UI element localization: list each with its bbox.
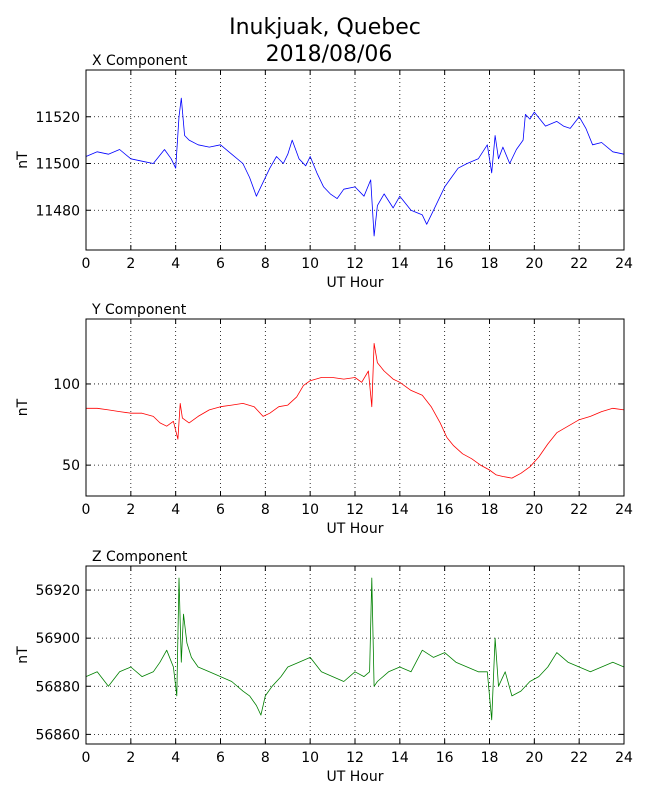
x-xtick-label-3: 6	[216, 256, 225, 272]
x-xtick-label-9: 18	[481, 256, 499, 272]
z-xtick-label-0: 0	[82, 750, 91, 766]
x-xtick-label-5: 10	[301, 256, 319, 272]
z-xaxis-label: UT Hour	[327, 769, 384, 785]
z-xtick-label-11: 22	[570, 750, 588, 766]
y-xtick-label-4: 8	[261, 502, 270, 518]
y-xtick-label-9: 18	[481, 502, 499, 518]
x-xtick-label-8: 16	[436, 256, 454, 272]
x-xtick-label-1: 2	[126, 256, 135, 272]
y-ytick-label-0: 50	[62, 458, 80, 474]
y-xtick-label-12: 24	[615, 502, 633, 518]
y-xtick-label-3: 6	[216, 502, 225, 518]
x-xtick-label-12: 24	[615, 256, 633, 272]
x-ytick-label-0: 11480	[35, 203, 80, 219]
z-ytick-label-0: 56860	[35, 727, 80, 743]
x-xaxis-label: UT Hour	[327, 275, 384, 291]
z-xtick-label-9: 18	[481, 750, 499, 766]
y-xtick-label-1: 2	[126, 502, 135, 518]
y-xaxis-label: UT Hour	[327, 521, 384, 537]
z-xtick-label-1: 2	[126, 750, 135, 766]
y-xtick-label-8: 16	[436, 502, 454, 518]
x-xtick-label-0: 0	[82, 256, 91, 272]
z-xtick-label-12: 24	[615, 750, 633, 766]
z-component-trace	[85, 577, 625, 721]
z-xtick-label-2: 4	[171, 750, 180, 766]
y-xtick-label-11: 22	[570, 502, 588, 518]
y-xtick-label-0: 0	[82, 502, 91, 518]
x-component-trace	[85, 97, 625, 237]
x-ytick-label-1: 11500	[35, 157, 80, 173]
y-xtick-label-5: 10	[301, 502, 319, 518]
y-xtick-label-7: 14	[391, 502, 409, 518]
y-xtick-label-10: 20	[525, 502, 543, 518]
figure-title-line1: Inukjuak, Quebec	[229, 15, 421, 40]
y-component-title: Y Component	[91, 302, 187, 318]
x-xtick-label-11: 22	[570, 256, 588, 272]
z-xtick-label-5: 10	[301, 750, 319, 766]
x-xtick-label-4: 8	[261, 256, 270, 272]
z-component-panel: 0 2 4 6 8 10 12 14 16 18 20 22 245686056880569005692…	[15, 549, 633, 785]
x-yaxis-label: nT	[15, 151, 31, 169]
x-xtick-label-10: 20	[525, 256, 543, 272]
y-yaxis-label: nT	[15, 398, 31, 416]
z-xtick-label-3: 6	[216, 750, 225, 766]
z-yaxis-label: nT	[15, 646, 31, 664]
y-xtick-label-2: 4	[171, 502, 180, 518]
y-xtick-label-6: 12	[346, 502, 364, 518]
z-ytick-label-2: 56900	[35, 631, 80, 647]
x-xtick-label-7: 14	[391, 256, 409, 272]
x-component-title: X Component	[92, 53, 188, 69]
z-xtick-label-8: 16	[436, 750, 454, 766]
z-xtick-label-7: 14	[391, 750, 409, 766]
z-ytick-label-3: 56920	[35, 583, 80, 599]
y-ytick-label-1: 100	[53, 377, 80, 393]
z-xtick-label-6: 12	[346, 750, 364, 766]
x-xtick-label-6: 12	[346, 256, 364, 272]
z-ytick-label-1: 56880	[35, 679, 80, 695]
z-xtick-label-10: 20	[525, 750, 543, 766]
x-ytick-label-2: 11520	[35, 110, 80, 126]
z-xtick-label-4: 8	[261, 750, 270, 766]
x-xtick-label-2: 4	[171, 256, 180, 272]
figure-title-line2: 2018/08/06	[266, 42, 393, 67]
z-component-title: Z Component	[92, 549, 188, 565]
y-component-trace	[86, 342, 625, 479]
